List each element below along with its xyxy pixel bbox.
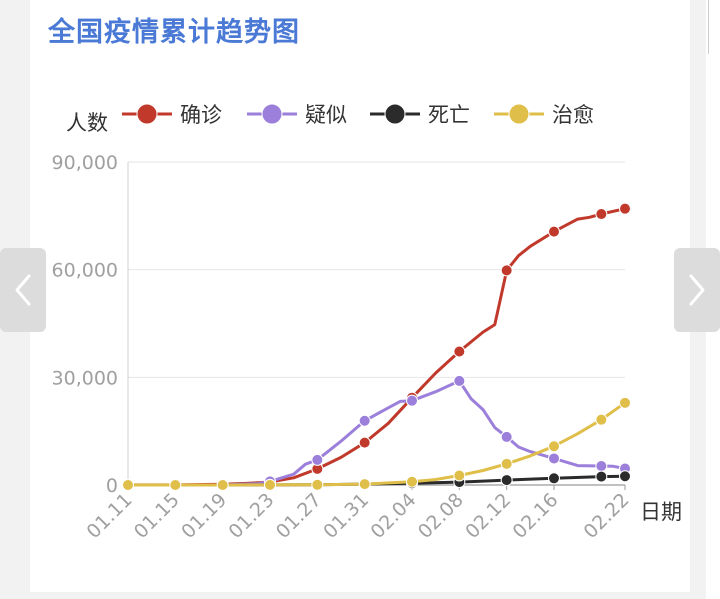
legend-label: 确诊 [180,103,222,127]
data-point [619,470,631,483]
data-point [453,469,466,482]
data-point [595,470,608,483]
series-治愈 [122,396,631,491]
data-point [453,345,466,358]
y-tick-label: 60,000 [52,260,118,282]
data-point [500,457,513,470]
x-tick-label: 01.31 [319,489,373,543]
data-point [500,474,513,487]
legend-marker [261,103,283,125]
x-tick-label: 01.19 [177,489,231,543]
data-point [548,440,560,453]
legend-item-疑似: 疑似 [247,103,347,127]
legend-label: 治愈 [552,103,594,127]
chart-card [30,0,690,592]
x-tick-label: 01.15 [130,489,184,543]
data-point [453,374,466,387]
data-point [619,396,631,409]
data-point [548,225,560,238]
x-tick-label: 02.08 [414,489,468,543]
data-point [122,479,134,491]
next-button[interactable] [674,248,720,332]
x-tick-label: 02.16 [509,489,563,543]
x-tick-label: 02.12 [461,489,515,543]
grid-lines [128,161,625,486]
legend-marker [384,103,406,125]
legend-label: 疑似 [305,103,347,127]
page-title: 全国疫情累计趋势图 [48,17,300,48]
y-tick-label: 0 [106,475,118,497]
chevron-left-icon [15,274,31,306]
data-point [500,264,513,277]
data-point [595,459,608,472]
y-tick-label: 30,000 [52,367,118,389]
data-point [500,430,513,443]
data-point [358,414,371,427]
data-point [358,436,371,449]
data-point [595,208,608,221]
x-tick-label: 01.27 [272,489,326,543]
data-point [216,479,229,491]
data-point [548,452,560,465]
y-axis-title: 人数 [66,111,108,135]
x-axis-title: 日期 [640,500,682,524]
data-point [311,478,324,491]
legend-label: 死亡 [428,103,470,127]
series-lines [122,202,631,491]
data-point [358,478,371,491]
data-point [548,472,560,485]
chevron-right-icon [689,274,705,306]
x-tick-label: 01.23 [225,489,279,543]
legend-item-确诊: 确诊 [122,103,222,127]
legend-item-治愈: 治愈 [494,103,594,127]
x-tick-label: 02.04 [367,489,421,543]
x-tick-label: 01.11 [83,489,137,543]
x-tick-label: 02.22 [580,489,634,543]
data-point [406,475,418,488]
series-line [126,401,627,487]
data-point [264,478,276,491]
legend-marker [508,103,530,125]
data-point [619,202,631,215]
y-tick-label: 90,000 [52,152,118,174]
data-point [406,394,418,407]
legend-marker [136,103,158,125]
data-point [169,479,182,491]
data-point [311,453,324,466]
previous-button[interactable] [0,248,46,332]
legend-item-死亡: 死亡 [370,103,470,127]
data-point [595,413,608,426]
legend: 确诊 疑似 死亡 治愈 [122,103,594,127]
